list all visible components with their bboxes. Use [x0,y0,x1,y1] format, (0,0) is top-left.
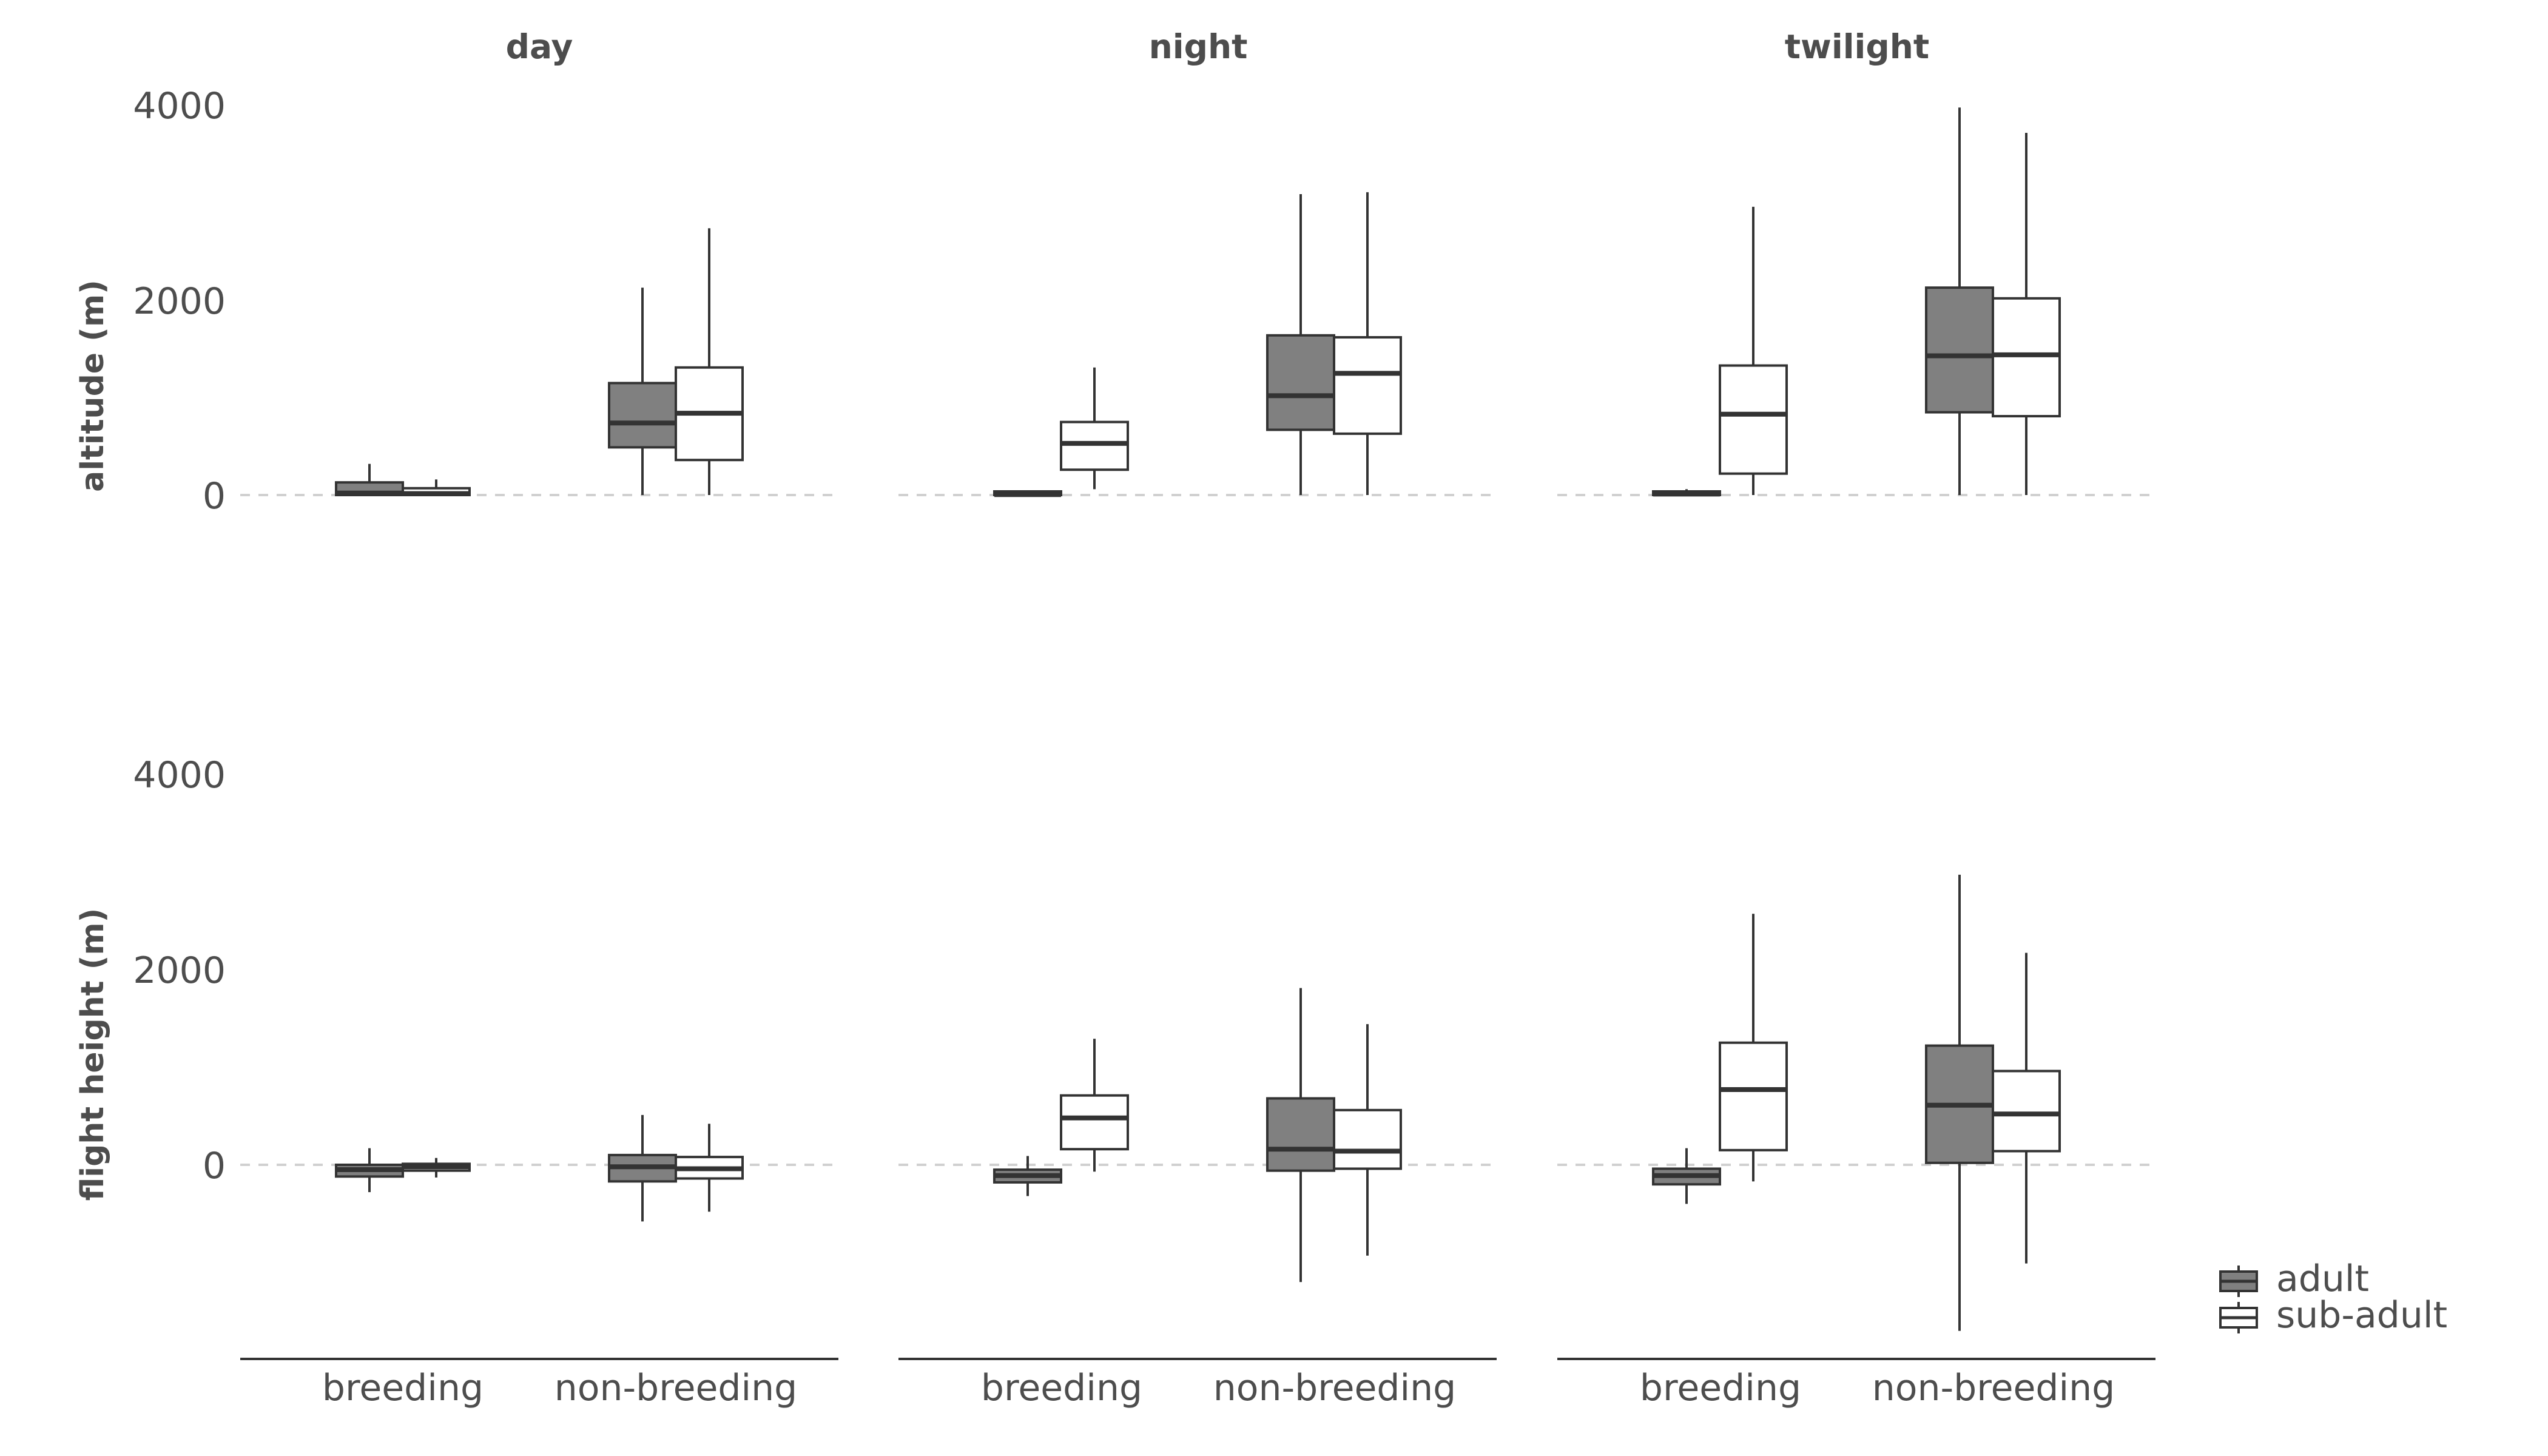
box-altitude-m-day-non-breeding-adult [608,382,677,449]
boxplot-marks [335,107,2061,1331]
box-flight-height-m-night-non-breeding-adult [1266,1097,1335,1172]
y-axis-title-flight-height: flight height (m) [75,908,111,1201]
legend: adult sub-adult [2219,1258,2447,1336]
box-altitude-m-night-breeding-sub-adult [1060,420,1129,471]
facet-title-night: night [1149,27,1248,66]
y-axis-title-altitude: altitude (m) [75,280,111,492]
y-tick-label-top-4000: 4000 [133,85,226,127]
legend-label-adult: adult [2276,1258,2369,1300]
box-altitude-m-night-non-breeding-sub-adult [1333,335,1402,435]
facet-title-day: day [506,27,573,66]
x-tick-label-night-non-breeding: non-breeding [1213,1367,1457,1409]
x-tick-label-twilight-breeding: breeding [1640,1367,1801,1409]
x-tick-label-day-breeding: breeding [322,1367,484,1409]
y-tick-label-bottom-0: 0 [203,1145,226,1187]
y-tick-label-bottom-2000: 2000 [133,949,226,992]
x-tick-label-day-non-breeding: non-breeding [554,1367,798,1409]
box-altitude-m-twilight-breeding-sub-adult [1719,364,1788,475]
box-flight-height-m-night-breeding-sub-adult [1060,1094,1129,1151]
box-flight-height-m-twilight-breeding-sub-adult [1719,1041,1788,1151]
x-tick-label-night-breeding: breeding [981,1367,1142,1409]
box-flight-height-m-twilight-non-breeding-sub-adult [1992,1070,2061,1153]
box-flight-height-m-night-non-breeding-sub-adult [1333,1108,1402,1170]
x-tick-label-twilight-non-breeding: non-breeding [1872,1367,2115,1409]
y-tick-label-bottom-4000: 4000 [133,754,226,797]
box-altitude-m-twilight-non-breeding-sub-adult [1992,297,2061,417]
y-tick-label-top-0: 0 [203,475,226,517]
box-altitude-m-twilight-non-breeding-adult [1925,286,1994,414]
facet-title-twilight: twilight [1785,27,1929,66]
legend-label-sub-adult: sub-adult [2276,1294,2447,1336]
box-altitude-m-night-non-breeding-adult [1266,334,1335,431]
y-tick-label-top-2000: 2000 [133,280,226,323]
